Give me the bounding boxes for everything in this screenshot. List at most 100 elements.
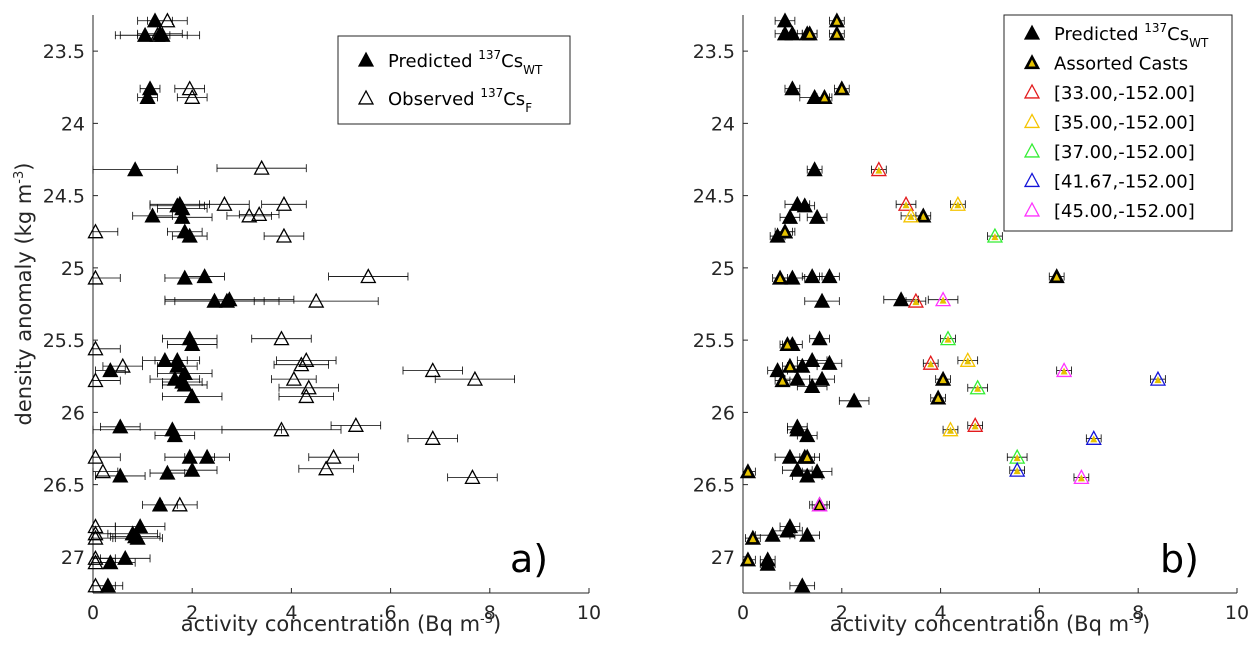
series-5 xyxy=(1009,370,1167,477)
data-point-fill xyxy=(902,201,910,209)
data-point xyxy=(166,427,183,443)
data-point xyxy=(132,518,149,534)
data-point-fill xyxy=(749,535,757,543)
data-point xyxy=(169,357,186,373)
y-tick-label: 25 xyxy=(61,258,85,280)
legend-marker-1 xyxy=(357,89,375,105)
legend-label: [35.00,-152.00] xyxy=(1054,113,1195,134)
panel-label: b) xyxy=(1160,537,1199,581)
x-tick-label: 2 xyxy=(186,602,198,624)
data-point xyxy=(117,549,134,565)
data-point xyxy=(942,421,959,437)
data-point-fill xyxy=(744,556,752,564)
data-point xyxy=(298,388,315,404)
data-point-fill xyxy=(1077,474,1085,482)
y-tick-label: 23.5 xyxy=(693,41,735,63)
data-point xyxy=(198,448,216,464)
data-point xyxy=(159,464,176,480)
series-1 xyxy=(739,12,1065,567)
data-point-fill xyxy=(1013,454,1021,462)
data-point xyxy=(99,577,116,593)
data-point-fill xyxy=(776,274,784,282)
data-point xyxy=(136,26,154,42)
x-tick-label: 2 xyxy=(836,602,848,624)
data-point xyxy=(360,268,377,284)
data-point xyxy=(1009,461,1026,477)
data-point xyxy=(273,421,290,437)
data-point xyxy=(87,448,104,464)
x-tick-label: 10 xyxy=(577,602,601,624)
legend-label: [45.00,-152.00] xyxy=(1054,201,1195,222)
data-point xyxy=(779,522,796,538)
data-point xyxy=(809,463,826,479)
data-point xyxy=(784,80,801,96)
data-point xyxy=(325,448,342,464)
data-point-fill xyxy=(919,212,927,220)
data-point-fill xyxy=(1013,467,1021,475)
data-point xyxy=(424,362,441,378)
legend-marker-4 xyxy=(1023,142,1041,158)
data-point-fill xyxy=(1154,376,1162,384)
x-tick-label: 10 xyxy=(1225,602,1249,624)
legend-marker-6 xyxy=(1023,201,1041,217)
data-point-fill xyxy=(1090,435,1098,443)
data-point-fill xyxy=(939,296,947,304)
x-tick-label: 4 xyxy=(935,602,947,624)
legend-label: [37.00,-152.00] xyxy=(1054,142,1195,163)
series-3 xyxy=(900,195,979,437)
data-point xyxy=(892,291,910,307)
data-point xyxy=(87,269,104,285)
data-point xyxy=(897,195,915,211)
data-point xyxy=(907,292,924,308)
panel-label: a) xyxy=(510,537,548,581)
data-point xyxy=(789,461,806,477)
x-tick-label: 8 xyxy=(1132,602,1144,624)
data-point xyxy=(809,208,826,224)
data-point xyxy=(273,330,290,346)
data-point-fill xyxy=(781,228,789,236)
data-point xyxy=(821,354,838,370)
data-point xyxy=(184,336,201,352)
data-point-fill xyxy=(821,94,829,102)
data-point xyxy=(939,330,957,346)
data-point xyxy=(184,88,201,104)
legend-label: [33.00,-152.00] xyxy=(1054,83,1195,104)
data-point xyxy=(275,227,293,243)
data-point xyxy=(821,268,838,284)
data-point-fill xyxy=(1053,273,1061,281)
series-2 xyxy=(870,161,984,432)
y-tick-label: 25 xyxy=(711,258,735,280)
data-point xyxy=(424,430,441,445)
y-tick-label: 26.5 xyxy=(693,475,735,497)
data-point xyxy=(275,195,293,211)
data-point-fill xyxy=(907,212,915,220)
data-point xyxy=(776,12,794,28)
data-point xyxy=(144,207,161,223)
data-point-fill xyxy=(838,85,846,93)
data-point xyxy=(967,417,984,432)
data-point xyxy=(794,577,811,593)
data-point xyxy=(87,340,104,356)
data-point-fill xyxy=(927,360,935,368)
data-point xyxy=(986,227,1004,243)
x-axis-title: activity concentration (Bq m-3) xyxy=(181,612,501,636)
data-point xyxy=(184,388,201,404)
series-1 xyxy=(87,12,515,593)
data-point xyxy=(1056,362,1073,378)
data-point xyxy=(87,554,104,570)
data-point-fill xyxy=(833,17,841,25)
legend-label: Assorted Casts xyxy=(1054,54,1188,75)
data-point xyxy=(959,351,976,367)
y-tick-label: 24.5 xyxy=(43,186,85,208)
data-point xyxy=(1085,430,1102,445)
data-point xyxy=(934,291,952,307)
y-tick-label: 24 xyxy=(61,113,85,135)
legend-label: [41.67,-152.00] xyxy=(1054,172,1195,193)
data-point xyxy=(811,496,828,512)
data-point xyxy=(813,292,831,308)
x-tick-label: 0 xyxy=(87,602,99,624)
data-point xyxy=(251,206,268,222)
data-point xyxy=(112,467,129,483)
data-point-fill xyxy=(934,394,942,402)
